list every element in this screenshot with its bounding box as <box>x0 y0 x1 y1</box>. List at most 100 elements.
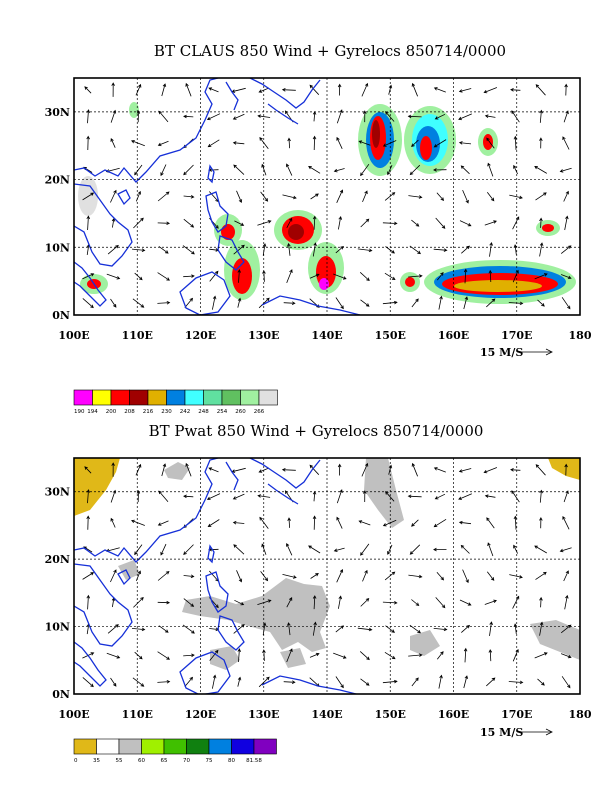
bottom-colorbar-swatch <box>141 738 165 755</box>
top-wind-arrow <box>513 244 518 255</box>
bottom-wind-arrow <box>513 515 518 530</box>
bottom-wind-arrow <box>183 494 194 499</box>
bottom-wind-arrow <box>183 544 194 555</box>
top-wind-arrow <box>539 217 543 228</box>
top-colorbar-label: 194 <box>87 409 98 415</box>
bottom-wind-arrow <box>433 467 446 473</box>
top-wind-arrow <box>539 137 543 149</box>
bottom-wind-arrow <box>110 489 117 503</box>
bottom-wind-arrow <box>133 597 144 608</box>
top-wind-arrow <box>407 114 422 119</box>
bottom-wind-arrow <box>182 624 195 634</box>
top-wind-arrow <box>338 215 343 230</box>
top-wind-arrow <box>183 218 195 228</box>
bottom-wind-arrow <box>564 594 569 610</box>
top-wind-arrow <box>411 139 419 147</box>
top-wind-arrow <box>184 297 194 308</box>
top-wind-arrow <box>511 110 520 123</box>
top-wind-arrow <box>483 87 498 94</box>
top-wind-arrow <box>360 218 370 228</box>
top-map-area <box>74 78 580 315</box>
bottom-wind-arrow <box>358 520 371 526</box>
top-colorbar-swatch <box>184 389 204 406</box>
top-wind-arrow <box>233 164 245 175</box>
bottom-wind-arrow <box>463 675 469 689</box>
bottom-lon-label: 120E <box>185 708 216 721</box>
top-colorbar-label: 260 <box>235 409 246 415</box>
bottom-wind-arrow <box>338 595 343 609</box>
bottom-wind-arrow <box>309 652 320 658</box>
top-wind-arrow <box>436 192 445 201</box>
bottom-wind-arrow <box>509 574 523 579</box>
bottom-lon-label: 170E <box>501 708 532 721</box>
bottom-wind-arrow <box>362 569 368 582</box>
top-wind-arrow <box>463 268 468 284</box>
top-ref-vector-label: 15 M/S <box>480 346 523 359</box>
bottom-wind-arrow <box>310 573 319 579</box>
top-wind-arrow <box>82 192 95 201</box>
bottom-wind-arrow <box>157 651 170 660</box>
bottom-lon-label: 100E <box>58 708 89 721</box>
top-colorbar-label: 266 <box>254 409 265 415</box>
bottom-wind-arrow <box>357 627 373 632</box>
bottom-wind-arrow <box>208 467 219 473</box>
bottom-wind-arrow <box>411 599 420 607</box>
top-wind-arrow <box>282 194 297 200</box>
bottom-wind-arrow <box>82 572 95 580</box>
top-wind-arrow <box>310 193 319 200</box>
bottom-lon-label: 150E <box>375 708 406 721</box>
top-wind-arrow <box>183 194 195 199</box>
bottom-wind-arrow <box>232 493 245 500</box>
top-wind-arrow <box>458 113 472 121</box>
bottom-wind-arrow <box>131 519 145 526</box>
top-wind-arrow <box>433 87 446 93</box>
top-wind-arrow <box>212 295 217 310</box>
bottom-wind-arrow <box>385 491 395 502</box>
bottom-wind-arrow <box>486 517 495 529</box>
bottom-colorbar-label: 81.58 <box>246 758 262 764</box>
bottom-wind-arrow <box>411 677 419 687</box>
top-wind-arrow <box>185 82 192 97</box>
bottom-wind-arrow <box>563 570 569 582</box>
top-wind-arrow <box>486 137 495 149</box>
bottom-wind-arrow <box>336 516 343 529</box>
top-wind-arrow <box>409 164 421 176</box>
bottom-wind-arrow <box>458 493 472 500</box>
bottom-wind-arrow <box>411 462 418 477</box>
top-wind-arrow <box>111 82 115 97</box>
bottom-colorbar-label: 55 <box>116 758 123 764</box>
top-wind-arrow <box>411 219 420 227</box>
top-colorbar-swatch <box>129 389 149 406</box>
pwat-shading <box>74 458 580 670</box>
bottom-map-frame <box>73 457 581 695</box>
top-colorbar-swatch <box>203 389 223 406</box>
top-wind-arrow <box>382 221 398 226</box>
top-wind-arrow <box>208 87 219 93</box>
bottom-colorbar-label: 60 <box>138 758 145 764</box>
bottom-panel: BT Pwat 850 Wind + Gyrelocs 850714/0000 … <box>45 422 592 764</box>
bottom-wind-arrow <box>459 599 472 606</box>
bottom-wind-arrow <box>486 571 495 581</box>
top-wind-arrow <box>537 299 545 307</box>
bottom-wind-arrow <box>183 653 195 658</box>
top-wind-arrow <box>357 248 373 253</box>
bottom-wind-arrow <box>488 649 493 662</box>
top-wind-arrow <box>110 189 117 203</box>
top-wind-arrow <box>513 164 518 175</box>
top-wind-arrow <box>131 140 145 147</box>
top-wind-arrow <box>337 83 342 96</box>
bottom-wind-arrow <box>411 519 419 527</box>
bottom-lat-label: 10N <box>45 621 70 634</box>
bottom-wind-arrow <box>281 468 296 472</box>
top-lat-label: 0N <box>52 309 70 322</box>
bottom-wind-arrow <box>360 598 370 607</box>
bottom-wind-arrow <box>286 648 293 663</box>
top-wind-arrow <box>309 84 320 95</box>
top-wind-vectors <box>82 82 572 310</box>
top-map-frame <box>73 77 581 316</box>
top-wind-arrow <box>564 215 569 231</box>
top-wind-arrow <box>110 298 117 308</box>
bottom-wind-arrow <box>560 624 572 634</box>
bottom-wind-arrow <box>513 623 518 634</box>
bottom-wind-arrow <box>158 625 169 633</box>
